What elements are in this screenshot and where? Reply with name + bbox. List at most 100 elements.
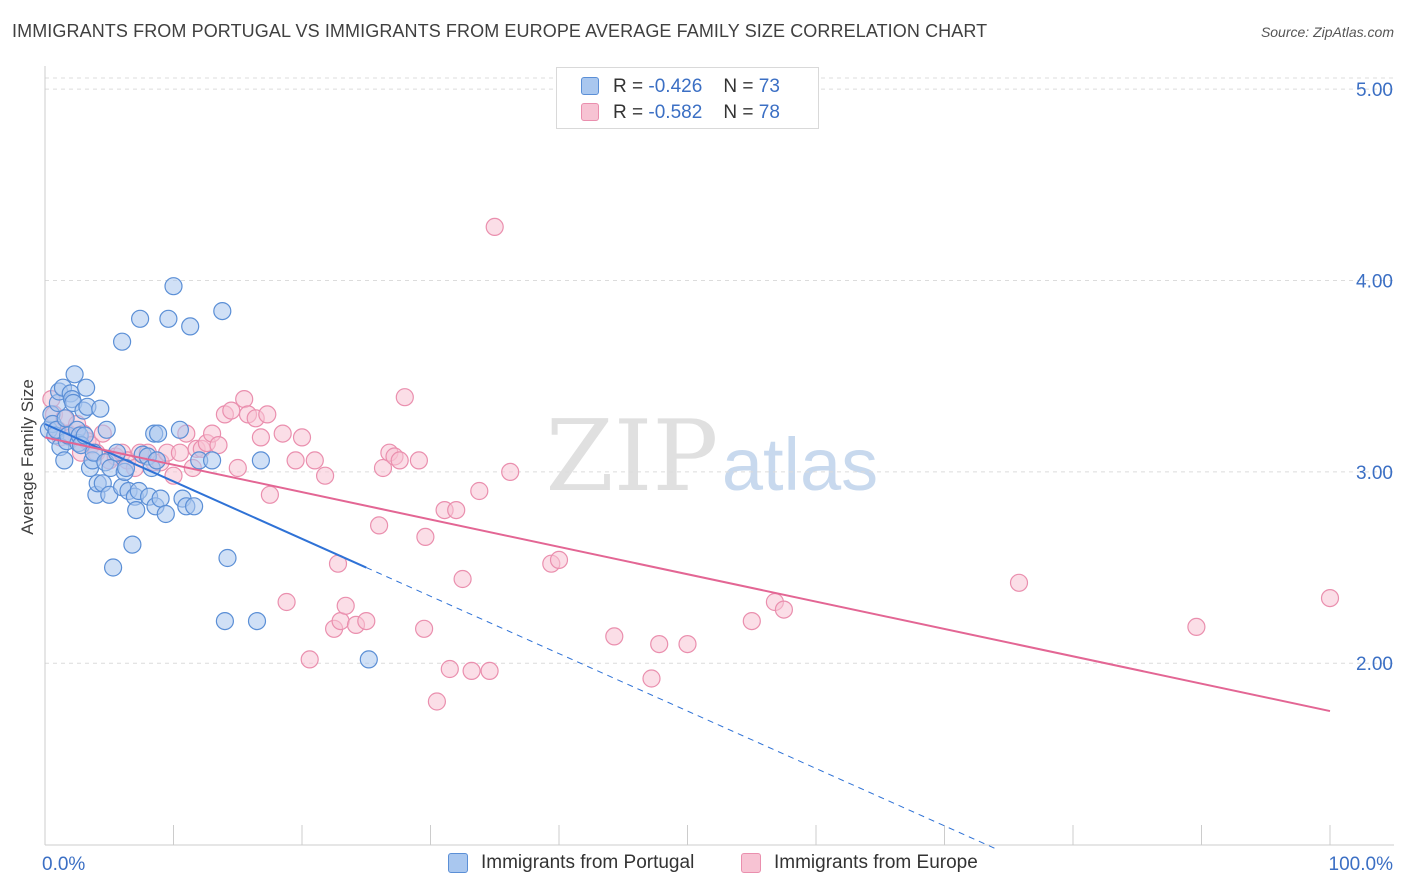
europe-point-54 [357,611,376,631]
x-tick-label-0: 0.0% [42,854,85,875]
europe-point-59 [390,451,409,470]
europe-point-78 [650,634,669,654]
gridlines [45,77,1394,664]
trend-lines [44,423,1331,850]
portugal-point-9 [55,451,74,470]
europe-point-40 [258,405,277,424]
europe-point-55 [370,516,389,535]
portugal-point-68 [215,611,234,631]
correlation-legend: R = -0.426 N = 73 R = -0.582 N = 78 [556,67,819,129]
europe-point-69 [462,661,481,681]
europe-point-83 [1009,573,1029,592]
legend-n-label: N = [723,102,754,123]
legend-n-value-europe: 78 [758,102,780,123]
europe-point-72 [485,217,504,236]
y-tick-label-0: 2.00 [1356,654,1393,675]
chart-title: IMMIGRANTS FROM PORTUGAL VS IMMIGRANTS F… [12,21,988,41]
europe-point-79 [678,634,697,654]
y-tick-label-3: 5.00 [1356,80,1393,101]
europe-trend-line [44,436,1331,713]
watermark-zip: ZIP [546,400,719,514]
europe-point-43 [277,592,296,612]
watermark: ZIP atlas [546,400,879,514]
europe-point-70 [470,481,489,501]
axes [44,66,1394,846]
europe-point-41 [260,485,279,504]
portugal-point-69 [218,548,237,568]
europe-point-67 [447,501,466,520]
series-label-europe: Immigrants from Europe [774,852,978,873]
x-tick-label-1: 100.0% [1329,854,1394,875]
europe-point-76 [605,627,624,646]
europe-point-47 [305,451,324,470]
portugal-point-66 [203,451,222,470]
europe-point-73 [501,462,520,481]
europe-point-45 [292,428,312,447]
watermark-atlas: atlas [722,423,878,506]
legend-r-label: R = [613,102,644,123]
portugal-point-57 [156,504,175,524]
portugal-point-39 [112,332,132,351]
europe-point-39 [251,428,270,447]
legend-swatch-portugal [581,77,599,95]
portugal-trend-extension [366,567,997,850]
portugal-point-63 [181,317,200,336]
europe-point-84 [1187,617,1206,637]
europe-point-85 [1320,588,1340,608]
legend-swatch-europe [581,103,599,121]
europe-point-35 [228,458,247,478]
portugal-point-67 [213,302,232,321]
legend-n-value-portugal: 73 [758,76,780,97]
portugal-point-60 [170,420,189,439]
portugal-point-23 [76,378,96,397]
europe-point-75 [549,550,569,570]
portugal-point-16 [65,365,84,384]
europe-point-80 [742,611,761,631]
portugal-point-64 [185,497,204,516]
europe-point-51 [331,611,350,631]
portugal-point-43 [123,535,142,554]
portugal-point-55 [149,424,168,443]
europe-point-42 [273,424,292,443]
europe-point-61 [409,451,428,470]
europe-point-77 [642,669,661,688]
europe-point-64 [427,692,446,711]
europe-point-66 [440,659,459,679]
portugal-point-45 [127,501,146,520]
europe-point-52 [336,596,355,615]
europe-point-36 [235,390,254,409]
series-label-portugal: Immigrants from Portugal [481,852,695,873]
portugal-points [39,277,378,669]
portugal-point-59 [164,277,183,296]
legend-r-label: R = [613,76,644,97]
source-credit: Source: ZipAtlas.com [1260,24,1394,40]
europe-point-71 [480,661,499,681]
portugal-point-47 [131,309,150,328]
europe-point-60 [395,388,414,407]
europe-point-62 [415,619,434,638]
portugal-point-56 [151,489,170,508]
legend-text-europe: R = -0.582 N = 78 [613,102,780,124]
europe-point-48 [316,466,335,485]
europe-point-46 [300,650,319,669]
portugal-point-58 [159,309,178,328]
portugal-point-33 [97,420,116,439]
y-tick-label-1: 3.00 [1356,463,1393,484]
portugal-point-71 [251,451,270,470]
portugal-point-72 [359,650,378,669]
tick-labels: 2.00 3.00 4.00 5.00 0.0% 100.0% [42,80,1393,875]
europe-point-25 [170,443,189,462]
europe-point-56 [373,458,393,478]
series-swatch-portugal [448,853,468,873]
legend-r-value-portugal: -0.426 [648,76,703,97]
portugal-point-36 [103,558,123,577]
legend-text-portugal: R = -0.426 N = 73 [613,76,780,98]
series-swatch-europe [741,853,761,873]
europe-point-68 [453,569,472,589]
y-tick-label-2: 4.00 [1356,271,1393,292]
europe-point-63 [416,527,435,547]
portugal-point-30 [91,399,110,418]
legend-r-value-europe: -0.582 [648,102,703,123]
europe-point-44 [286,451,305,470]
